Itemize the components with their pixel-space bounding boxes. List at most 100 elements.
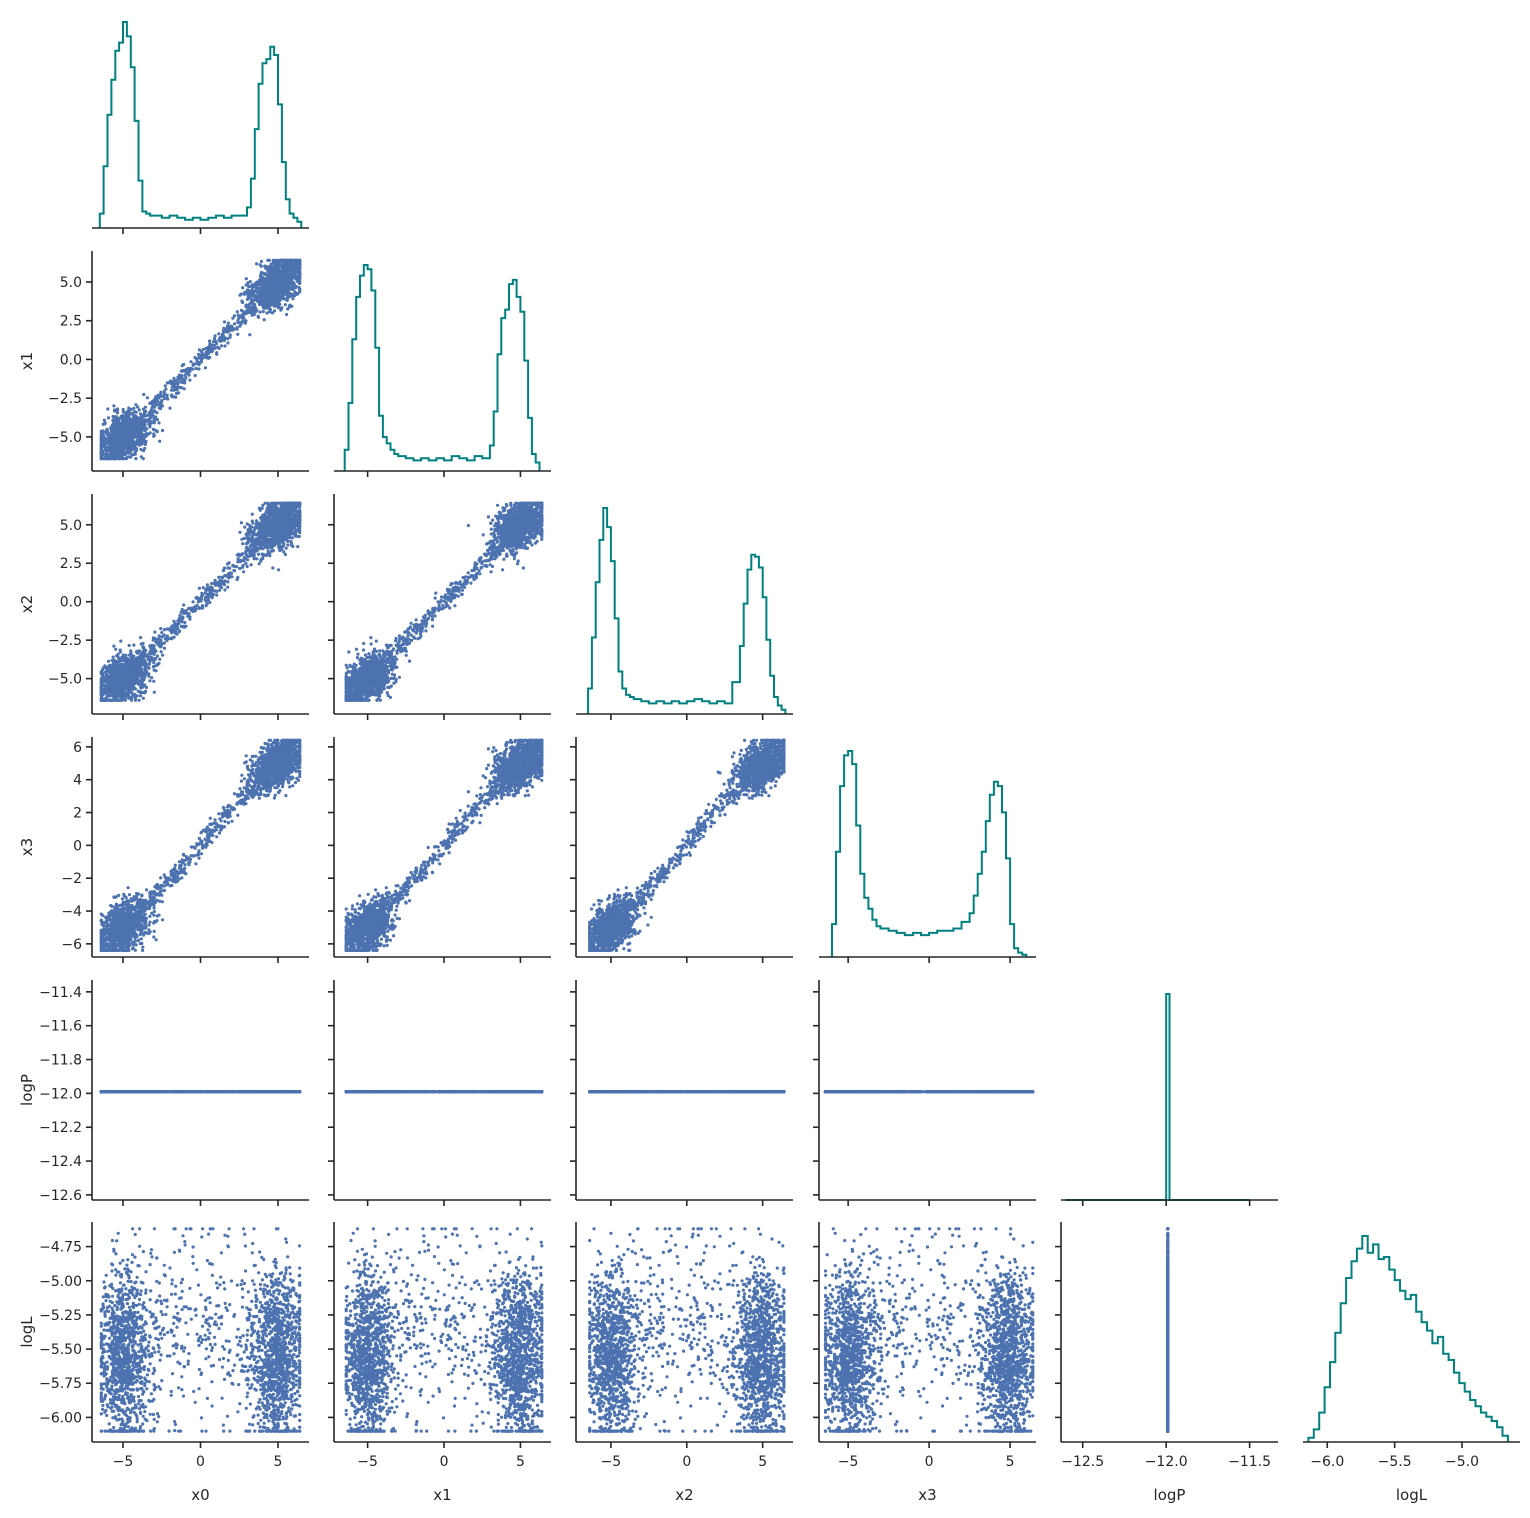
point: [251, 521, 254, 524]
point: [212, 340, 215, 343]
point: [115, 452, 118, 455]
point: [137, 421, 140, 424]
point: [275, 284, 278, 287]
point: [152, 636, 155, 639]
point: [294, 270, 297, 273]
point: [170, 382, 173, 385]
point: [285, 313, 288, 316]
point: [270, 272, 273, 275]
point: [285, 278, 288, 281]
point: [289, 272, 292, 275]
point: [111, 419, 114, 422]
point: [277, 568, 280, 571]
point: [111, 448, 114, 451]
point: [138, 699, 141, 702]
point: [293, 291, 296, 294]
point: [286, 294, 289, 297]
point: [152, 680, 155, 683]
y-tick-label: 0.0: [60, 352, 82, 368]
point: [272, 275, 275, 278]
point: [238, 325, 241, 328]
point: [229, 333, 232, 336]
point: [144, 690, 147, 693]
point: [270, 287, 273, 290]
point: [158, 440, 161, 443]
point: [246, 522, 249, 525]
point: [170, 395, 173, 398]
point: [298, 259, 301, 262]
point: [225, 327, 228, 330]
point: [243, 526, 246, 529]
point: [226, 337, 229, 340]
point: [155, 403, 158, 406]
point: [152, 399, 155, 402]
point: [242, 564, 245, 567]
point: [156, 430, 159, 433]
point: [159, 627, 162, 630]
point: [126, 409, 129, 412]
point: [273, 290, 276, 293]
point: [188, 370, 191, 373]
point: [123, 426, 126, 429]
point: [148, 424, 151, 427]
point: [266, 289, 269, 292]
point: [204, 354, 207, 357]
point: [253, 283, 256, 286]
point: [124, 431, 127, 434]
point: [292, 281, 295, 284]
point: [291, 264, 294, 267]
point: [142, 449, 145, 452]
point: [235, 326, 238, 329]
point: [152, 665, 155, 668]
point: [160, 400, 163, 403]
point: [181, 616, 184, 619]
point: [103, 422, 106, 425]
scatter-x1-vs-x0: [100, 259, 302, 461]
point: [255, 262, 258, 265]
point: [262, 277, 265, 280]
point: [293, 267, 296, 270]
point: [140, 455, 143, 458]
point: [157, 396, 160, 399]
point: [123, 445, 126, 448]
point: [282, 279, 285, 282]
point: [298, 264, 301, 267]
point: [259, 303, 262, 306]
point: [184, 376, 187, 379]
point: [147, 417, 150, 420]
point: [113, 415, 116, 418]
point: [134, 457, 137, 460]
point: [118, 430, 121, 433]
point: [267, 259, 270, 262]
point: [107, 436, 110, 439]
point: [298, 270, 301, 273]
point: [116, 418, 119, 421]
point: [124, 439, 127, 442]
point: [133, 415, 136, 418]
point: [268, 554, 271, 557]
point: [206, 349, 209, 352]
point: [153, 417, 156, 420]
point: [260, 265, 263, 268]
point: [274, 259, 277, 262]
point: [197, 353, 200, 356]
point: [101, 429, 104, 432]
point: [156, 418, 159, 421]
point: [232, 328, 235, 331]
point: [112, 404, 115, 407]
point: [263, 297, 266, 300]
point: [107, 660, 110, 663]
point: [285, 547, 288, 550]
point: [257, 316, 260, 319]
point: [296, 545, 299, 548]
point: [124, 442, 127, 445]
point: [281, 286, 284, 289]
point: [247, 295, 250, 298]
point: [242, 570, 245, 573]
panel-x1-x0: 5.02.50.0−2.5−5.0: [48, 251, 309, 477]
point: [206, 583, 209, 586]
point: [128, 434, 131, 437]
point: [273, 263, 276, 266]
point: [114, 443, 117, 446]
